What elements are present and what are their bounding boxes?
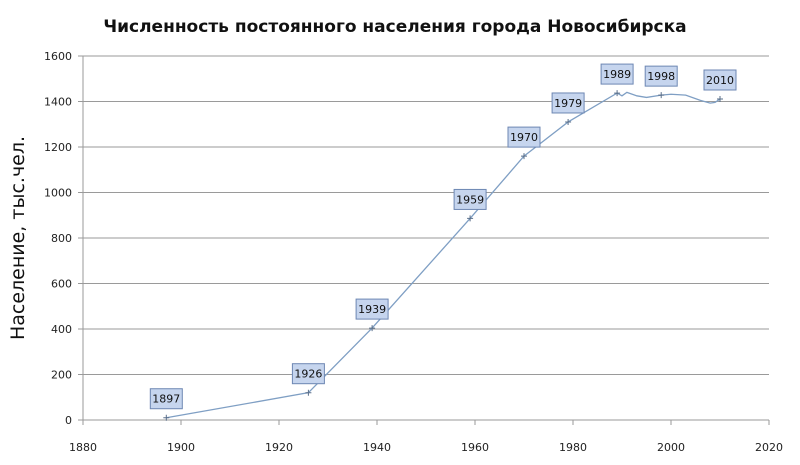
- data-point-marker: [369, 325, 376, 332]
- data-label-box: [644, 65, 678, 87]
- x-tick-label: 1940: [363, 441, 391, 454]
- data-label-box: [453, 188, 487, 210]
- x-tick-label: 2000: [657, 441, 685, 454]
- data-label-box: [703, 69, 737, 91]
- data-label: 1979: [554, 97, 582, 110]
- data-label-box: [551, 92, 585, 114]
- data-label: 1939: [358, 303, 386, 316]
- x-tick-label: 1900: [167, 441, 195, 454]
- series-line: [166, 91, 721, 419]
- data-label: 1926: [294, 368, 322, 381]
- y-tick-label: 1400: [44, 96, 72, 109]
- data-label: 1998: [647, 70, 675, 83]
- y-axis-label: Население, тыс.чел.: [7, 136, 29, 340]
- y-tick-label: 1600: [44, 50, 72, 63]
- y-tick-label: 1000: [44, 187, 72, 200]
- data-point-marker: [521, 153, 527, 160]
- data-point-marker: [717, 95, 723, 102]
- data-point-marker: [658, 92, 665, 99]
- data-label-box: [507, 126, 541, 148]
- data-label: 1989: [603, 68, 631, 81]
- data-label: 1959: [456, 193, 484, 206]
- x-tick-label: 1980: [559, 441, 587, 454]
- data-label: 1897: [152, 393, 180, 406]
- y-tick-label: 600: [51, 278, 72, 291]
- data-label: 2010: [706, 74, 734, 87]
- chart-title: Численность постоянного населения города…: [103, 17, 686, 37]
- x-tick-label: 2020: [755, 441, 783, 454]
- data-point-marker: [163, 414, 170, 421]
- data-point-marker: [614, 90, 621, 97]
- data-label-box: [600, 63, 634, 85]
- data-point-marker: [305, 389, 312, 396]
- y-tick-label: 1200: [44, 141, 72, 154]
- x-tick-label: 1960: [461, 441, 489, 454]
- x-tick-label: 1920: [265, 441, 293, 454]
- y-tick-label: 800: [51, 232, 72, 245]
- data-label: 1970: [510, 131, 538, 144]
- data-label-box: [149, 388, 183, 410]
- data-label-box: [291, 363, 325, 385]
- data-point-marker: [467, 215, 474, 222]
- x-tick-label: 1880: [69, 441, 97, 454]
- data-label-box: [355, 298, 389, 320]
- y-tick-label: 200: [51, 369, 72, 382]
- y-tick-label: 400: [51, 323, 72, 336]
- y-tick-label: 0: [65, 414, 72, 427]
- data-point-marker: [565, 118, 572, 125]
